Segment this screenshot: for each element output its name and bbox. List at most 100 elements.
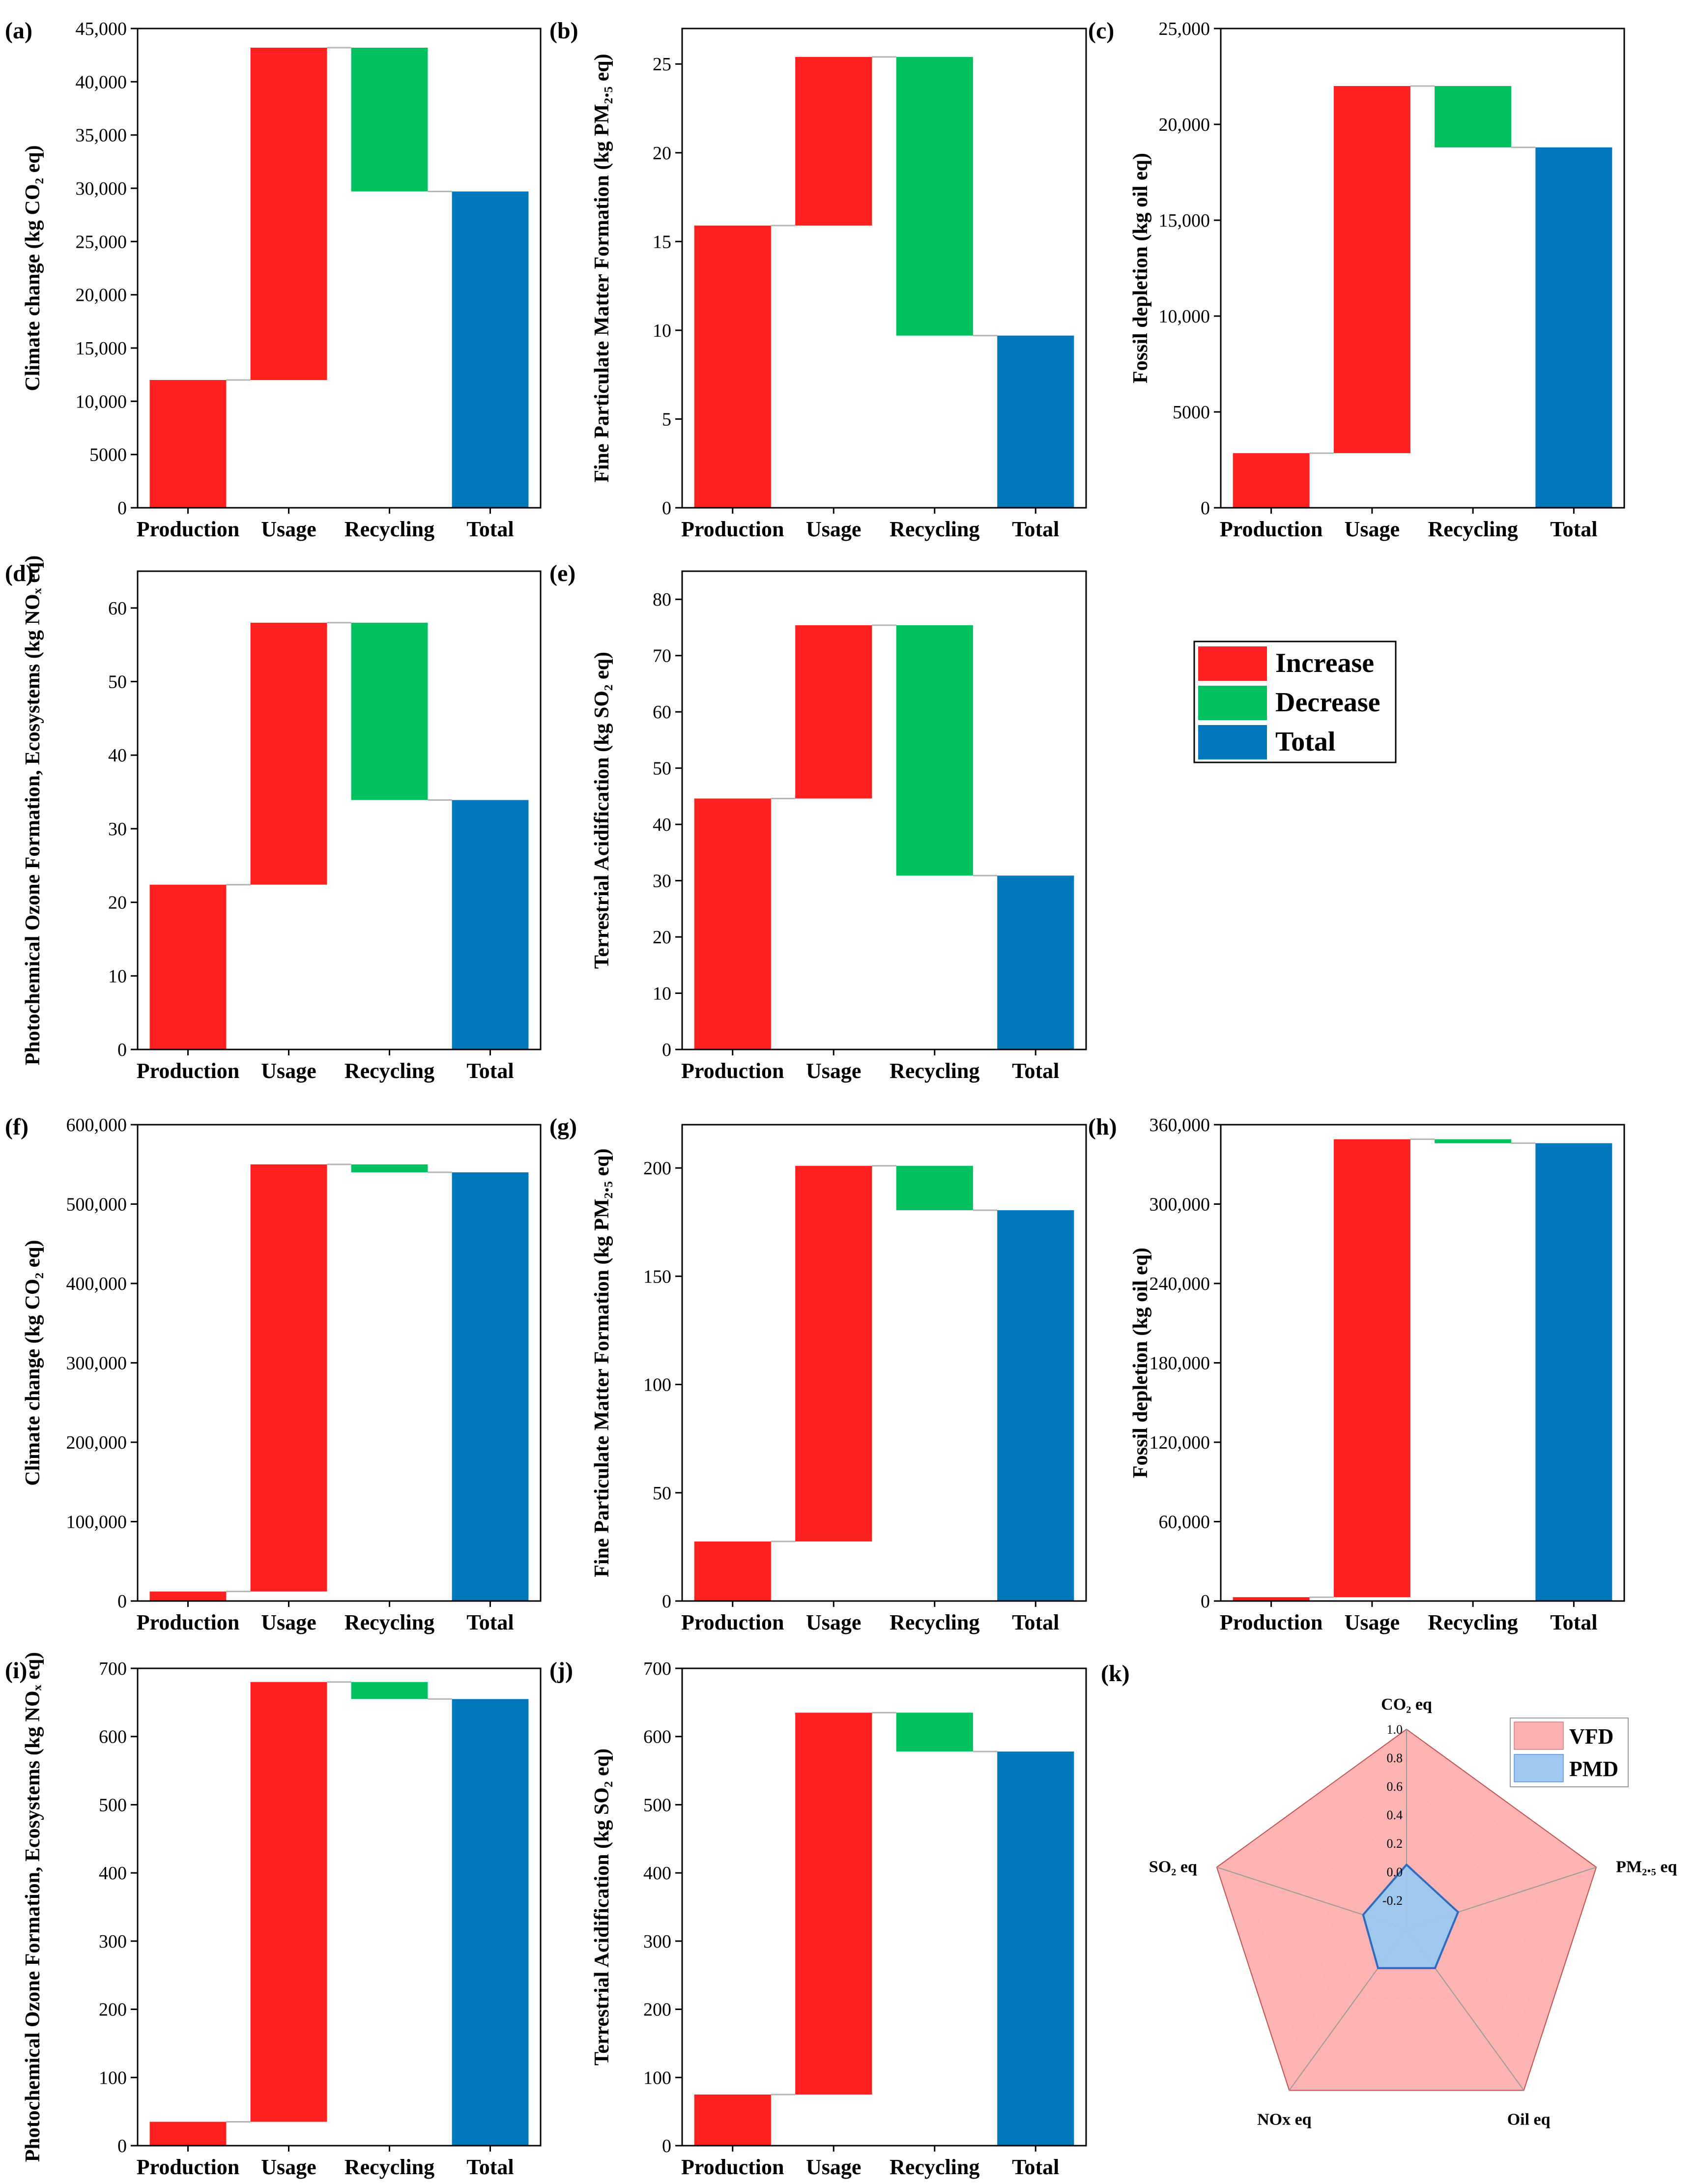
bar-recycling-decrease [351,48,428,192]
legend-swatch-increase [1198,646,1267,681]
bar-usage-increase [795,1713,872,2095]
y-tick-label: 20,000 [1159,115,1210,135]
x-category-label: Recycling [890,517,979,541]
y-tick-label: 120,000 [1150,1432,1210,1453]
plot-frame [681,28,1087,509]
y-tick-label: 0 [662,498,671,519]
y-tick-label: 0 [117,1040,127,1060]
radar-tick-label: 0.8 [1387,1751,1403,1765]
x-category-label: Total [466,1610,514,1634]
panel-h: 0 60,000 120,000 180,000 240,000 300,000 360,0… [1088,1114,1625,1634]
radar-axis-label: PM₂.₅ eq [1616,1858,1677,1876]
y-tick-label: 30,000 [76,178,127,199]
panel-label: (b) [549,18,578,44]
y-tick-label: 15,000 [76,338,127,359]
x-category-label: Production [137,2155,239,2179]
plot-frame [1220,28,1625,509]
radar-tick-label: 1.0 [1387,1722,1403,1737]
legend-label-decrease: Decrease [1275,687,1380,718]
panel-label: (h) [1088,1114,1117,1140]
y-tick-label: 0 [117,1591,127,1612]
bar-production-increase [1233,1597,1310,1601]
x-category-label: Production [137,1610,239,1634]
y-tick-label: 0 [662,1040,671,1060]
panel-a: 0 5000 10,000 15,000 20,000 25,000 30,000 35,00… [5,18,542,541]
bar-recycling-decrease [351,1164,428,1172]
bar-usage-increase [250,48,327,380]
y-tick-label: 40 [653,815,671,835]
y-tick-label: 500,000 [66,1194,127,1215]
radar-tick-label: -0.2 [1382,1893,1403,1908]
plot-frame [681,1124,1087,1602]
bar-production-increase [149,884,227,1049]
y-tick-label: 50 [108,672,127,693]
y-axis-label: Terrestrial Acidification (kg SO₂ eq) [591,652,613,969]
y-tick-label: 60 [653,702,671,723]
x-category-label: Total [1550,517,1597,541]
radar-tick-label: 0.6 [1387,1779,1403,1794]
x-category-label: Usage [1345,517,1400,541]
radar-axis-label: Oil eq [1507,2110,1551,2128]
y-tick-label: 300,000 [66,1353,127,1374]
x-category-label: Recycling [1428,517,1518,541]
panel-c: 0 5000 10,000 15,000 20,000 25,000 Production U… [1088,18,1625,541]
x-category-label: Production [1220,1610,1322,1634]
y-tick-label: 400,000 [66,1274,127,1294]
y-tick-label: 100 [643,2068,671,2088]
y-tick-label: 50 [653,758,671,779]
y-tick-label: 20 [653,927,671,948]
y-tick-label: 500 [99,1795,127,1815]
y-tick-label: 500 [643,1795,671,1815]
y-tick-label: 200 [99,2000,127,2020]
y-tick-label: 0 [662,1591,671,1612]
radar-axis-label: CO₂ eq [1381,1695,1432,1714]
legend-label-increase: Increase [1275,648,1374,678]
bar-production-increase [694,225,771,508]
bar-recycling-decrease [896,1165,973,1210]
plot-frame [137,1667,542,2147]
panel-b: 0 5 10 15 20 25 Production Usage Recycling Total F… [549,18,1087,541]
x-category-label: Recycling [345,1610,434,1634]
panel-label: (c) [1088,18,1114,44]
panel-e: 0 10 20 30 40 50 60 70 80 Production Usage Recyclin… [549,560,1087,1083]
x-category-label: Production [681,1610,784,1634]
y-tick-label: 300 [643,1931,671,1952]
bar-production-increase [694,798,771,1049]
x-category-label: Total [466,2155,514,2179]
y-tick-label: 0 [662,2136,671,2156]
y-tick-label: 25,000 [76,232,127,252]
y-tick-label: 0 [1201,498,1210,519]
bar-usage-increase [1333,86,1410,453]
y-axis-label: Climate change (kg CO₂ eq) [22,145,44,391]
x-category-label: Usage [261,1610,316,1634]
bar-recycling-decrease [896,1713,973,1752]
bar-total-total [1535,147,1612,508]
radar-legend-label-vfd: VFD [1569,1724,1613,1748]
x-category-label: Usage [261,517,316,541]
y-tick-label: 60 [108,598,127,619]
y-tick-label: 5000 [89,445,127,466]
bar-total-total [997,335,1074,508]
x-category-label: Production [681,517,784,541]
bar-total-total [452,1172,529,1601]
bar-total-total [997,1210,1074,1601]
y-tick-label: 25,000 [1159,19,1210,39]
y-tick-label: 0 [1201,1591,1210,1612]
y-tick-label: 20 [653,143,671,164]
x-category-label: Total [466,517,514,541]
y-tick-label: 100 [643,1375,671,1396]
bar-production-increase [149,2122,227,2146]
bar-usage-increase [795,57,872,226]
y-tick-label: 0 [117,2136,127,2156]
panel-label: (d) [5,560,34,586]
bar-production-increase [694,2094,771,2146]
radar-series-pmd-outline [1362,1863,1460,1969]
bar-total-total [452,1699,529,2146]
bar-usage-increase [250,622,327,885]
y-tick-label: 200 [643,1158,671,1179]
x-category-label: Recycling [890,1610,979,1634]
y-tick-label: 30 [653,871,671,892]
legend-swatch-total [1198,725,1267,759]
x-category-label: Total [1012,2155,1059,2179]
